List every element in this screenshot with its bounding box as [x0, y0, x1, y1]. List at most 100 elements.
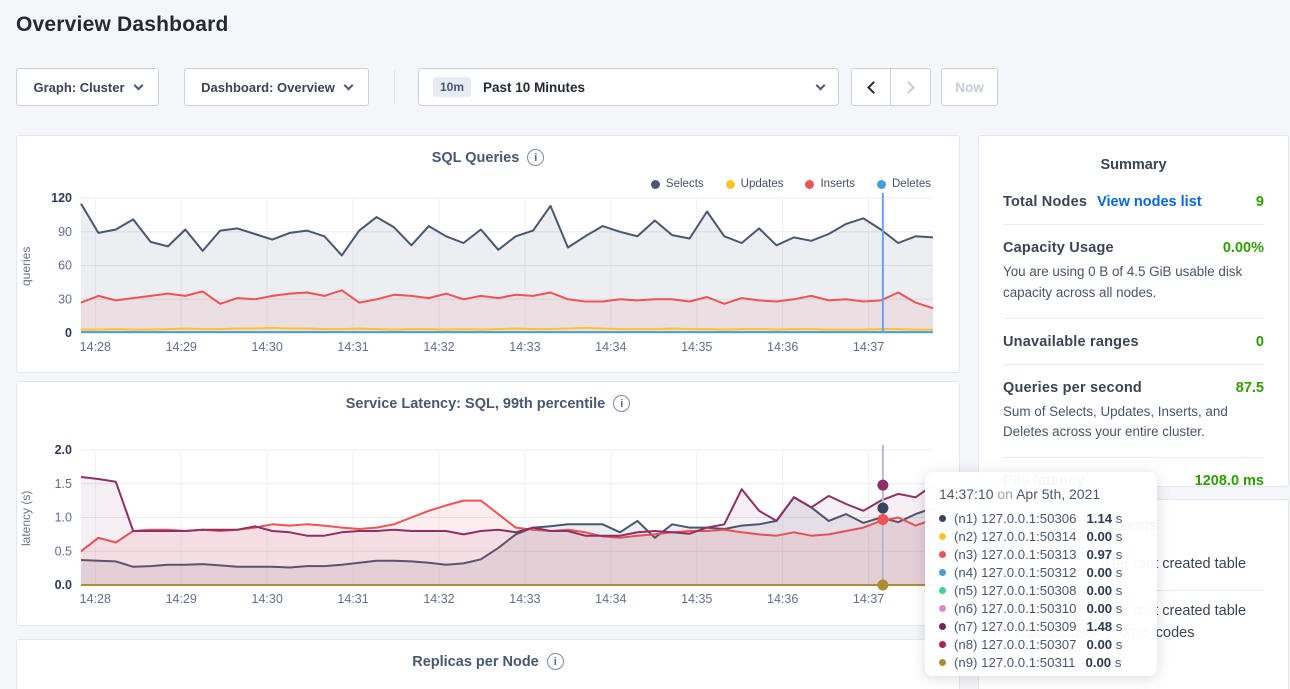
svg-text:60: 60 [58, 259, 72, 273]
node-address: (n6) 127.0.0.1:50310 [954, 600, 1077, 616]
next-range-button[interactable] [891, 68, 931, 106]
summary-desc: You are using 0 B of 4.5 GiB usable disk… [1003, 264, 1243, 300]
node-latency-value: 1.48 s [1086, 618, 1123, 634]
node-latency-value: 0.97 s [1086, 546, 1123, 562]
node-color-dot [939, 550, 946, 558]
summary-row-capacity-usage: Capacity Usage 0.00% You are using 0 B o… [1003, 225, 1264, 319]
svg-text:0.0: 0.0 [55, 578, 72, 592]
chart-legend: Selects Updates Inserts Deletes [650, 178, 931, 190]
graph-dropdown[interactable]: Graph: Cluster [16, 68, 159, 106]
svg-text:90: 90 [58, 225, 72, 239]
node-address: (n8) 127.0.0.1:50307 [954, 636, 1077, 652]
node-color-dot [939, 658, 946, 666]
svg-text:0.5: 0.5 [55, 544, 72, 558]
tooltip-row: (n2) 127.0.0.1:50314 0.00 s [939, 527, 1143, 545]
svg-text:14:31: 14:31 [337, 340, 368, 354]
tooltip-row: (n7) 127.0.0.1:50309 1.48 s [939, 617, 1143, 635]
summary-label: Total Nodes [1003, 194, 1088, 210]
svg-text:14:35: 14:35 [681, 340, 712, 354]
node-color-dot [939, 514, 946, 522]
tooltip-timestamp: 14:37:10 on Apr 5th, 2021 [939, 486, 1101, 502]
time-range-selector[interactable]: 10m Past 10 Minutes [418, 68, 839, 106]
tooltip-rows: (n1) 127.0.0.1:50306 1.14 s (n2) 127.0.0.1… [939, 509, 1143, 671]
summary-label: Unavailable ranges [1003, 333, 1139, 350]
summary-value: 1208.0 ms [1194, 473, 1264, 490]
sql-queries-chart[interactable]: 14:28 14:29 14:30 14:31 14:32 14:33 14:34 14:35… [25, 190, 953, 362]
legend-item-selects[interactable]: Selects [650, 178, 704, 190]
service-latency-chart[interactable]: 14:28 14:29 14:30 14:31 14:32 14:33 14:34 14:35… [25, 442, 953, 614]
tooltip-row: (n3) 127.0.0.1:50313 0.97 s [939, 545, 1143, 563]
time-range-label: Past 10 Minutes [483, 79, 586, 95]
node-color-dot [939, 568, 946, 576]
summary-label: Capacity Usage [1003, 240, 1114, 256]
dashboard-dropdown[interactable]: Dashboard: Overview [184, 68, 369, 106]
graph-dropdown-label: Graph: Cluster [33, 79, 125, 95]
svg-text:30: 30 [58, 292, 72, 306]
prev-range-button[interactable] [851, 68, 891, 106]
sql-queries-card: SQL Queries i Selects Updates Inserts Delet… [16, 135, 960, 373]
svg-text:14:32: 14:32 [423, 340, 454, 354]
legend-label: Updates [740, 178, 784, 190]
legend-item-deletes[interactable]: Deletes [877, 178, 931, 190]
now-button-label: Now [955, 79, 984, 95]
svg-text:14:37: 14:37 [853, 340, 884, 354]
node-color-dot [939, 622, 946, 630]
page-title: Overview Dashboard [16, 13, 229, 36]
summary-row-total-nodes: Total Nodes View nodes list 9 [1003, 179, 1264, 225]
svg-text:2.0: 2.0 [55, 443, 72, 457]
svg-text:14:37: 14:37 [853, 592, 884, 606]
tooltip-row: (n4) 127.0.0.1:50312 0.00 s [939, 563, 1143, 581]
info-icon[interactable]: i [527, 149, 545, 166]
service-latency-card: Service Latency: SQL, 99th percentile i … [16, 381, 960, 626]
svg-text:14:33: 14:33 [509, 592, 540, 606]
svg-text:14:30: 14:30 [252, 592, 283, 606]
legend-item-updates[interactable]: Updates [725, 178, 784, 190]
node-color-dot [939, 640, 946, 648]
time-range-badge: 10m [433, 77, 472, 97]
chart-title: Replicas per Node [412, 653, 539, 670]
node-latency-value: 0.00 s [1086, 582, 1123, 598]
node-address: (n2) 127.0.0.1:50314 [954, 528, 1077, 544]
svg-text:1.5: 1.5 [55, 477, 72, 491]
svg-text:14:32: 14:32 [423, 592, 454, 606]
node-latency-value: 0.00 s [1086, 564, 1123, 580]
svg-text:14:28: 14:28 [80, 592, 111, 606]
legend-dot [725, 179, 735, 189]
summary-desc: Sum of Selects, Updates, Inserts, and De… [1003, 403, 1228, 440]
legend-item-inserts[interactable]: Inserts [805, 178, 855, 190]
legend-label: Deletes [892, 178, 931, 190]
legend-dot [650, 179, 660, 189]
chart-title: SQL Queries [431, 149, 520, 166]
time-nav-group [851, 68, 931, 106]
info-icon[interactable]: i [546, 653, 564, 670]
legend-label: Inserts [820, 178, 855, 190]
summary-row-unavailable-ranges: Unavailable ranges 0 [1003, 319, 1264, 365]
now-button[interactable]: Now [941, 68, 998, 106]
svg-text:14:34: 14:34 [595, 592, 626, 606]
svg-text:14:36: 14:36 [767, 592, 798, 606]
svg-text:14:33: 14:33 [509, 340, 540, 354]
tooltip-row: (n6) 127.0.0.1:50310 0.00 s [939, 599, 1143, 617]
summary-card: Summary Total Nodes View nodes list 9 Ca… [978, 135, 1289, 490]
node-color-dot [939, 532, 946, 540]
view-nodes-list-link[interactable]: View nodes list [1097, 194, 1202, 210]
summary-value: 87.5 [1235, 379, 1264, 396]
replicas-per-node-card: Replicas per Node i [16, 639, 960, 689]
node-address: (n7) 127.0.0.1:50309 [954, 618, 1077, 634]
svg-text:14:31: 14:31 [337, 592, 368, 606]
tooltip-row: (n8) 127.0.0.1:50307 0.00 s [939, 635, 1143, 653]
chevron-left-icon [866, 80, 880, 94]
node-latency-value: 0.00 s [1086, 600, 1123, 616]
legend-dot [877, 179, 886, 189]
svg-text:120: 120 [51, 191, 72, 205]
node-address: (n4) 127.0.0.1:50312 [954, 564, 1077, 580]
node-address: (n5) 127.0.0.1:50308 [954, 582, 1077, 598]
legend-dot [805, 179, 815, 189]
svg-text:14:36: 14:36 [767, 340, 798, 354]
chevron-down-icon [815, 80, 826, 90]
chevron-down-icon [343, 80, 354, 90]
info-icon[interactable]: i [613, 395, 631, 412]
chart-hover-tooltip: 14:37:10 on Apr 5th, 2021 (n1) 127.0.0.1… [925, 472, 1157, 676]
tooltip-row: (n1) 127.0.0.1:50306 1.14 s [939, 509, 1143, 527]
